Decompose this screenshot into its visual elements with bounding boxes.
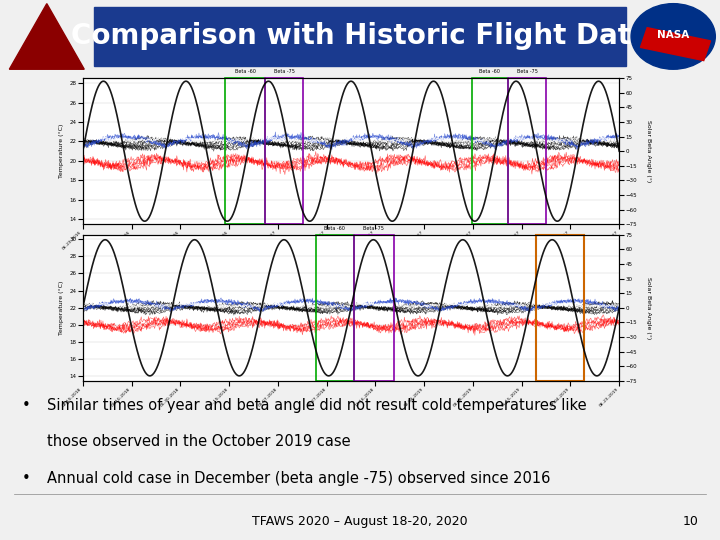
Y-axis label: Solar Beta Angle (°): Solar Beta Angle (°) [646, 276, 651, 339]
Bar [641, 28, 711, 60]
Bar [225, 78, 265, 224]
Bar [265, 78, 302, 224]
Text: those observed in the October 2019 case: those observed in the October 2019 case [47, 434, 351, 449]
Text: 10: 10 [683, 515, 698, 528]
Text: TFAWS 2020 – August 18-20, 2020: TFAWS 2020 – August 18-20, 2020 [252, 515, 468, 528]
Bar [536, 235, 585, 381]
Text: Beta -60: Beta -60 [325, 226, 346, 232]
Text: Beta -75: Beta -75 [274, 70, 294, 75]
Bar [472, 78, 508, 224]
Text: Beta -75: Beta -75 [364, 226, 384, 232]
Y-axis label: Temperature (°C): Temperature (°C) [59, 124, 64, 178]
Text: NASA: NASA [657, 30, 689, 40]
Text: Similar times of year and beta angle did not result cold temperatures like: Similar times of year and beta angle did… [47, 398, 586, 413]
Polygon shape [9, 4, 84, 69]
Text: •: • [22, 471, 30, 486]
Text: Annual cold case in December (beta angle -75) observed since 2016: Annual cold case in December (beta angle… [47, 471, 550, 486]
Bar [508, 78, 546, 224]
Text: Comparison with Historic Flight Data: Comparison with Historic Flight Data [71, 23, 649, 50]
Bar [316, 235, 354, 381]
Circle shape [631, 4, 716, 69]
Bar [354, 235, 394, 381]
Text: Beta -75: Beta -75 [516, 70, 537, 75]
Bar [94, 7, 626, 65]
Y-axis label: Temperature (°C): Temperature (°C) [59, 281, 64, 335]
Text: Beta -60: Beta -60 [480, 70, 500, 75]
Text: •: • [22, 398, 30, 413]
Text: Beta -60: Beta -60 [235, 70, 256, 75]
Y-axis label: Solar Beta Angle (°): Solar Beta Angle (°) [646, 120, 651, 183]
